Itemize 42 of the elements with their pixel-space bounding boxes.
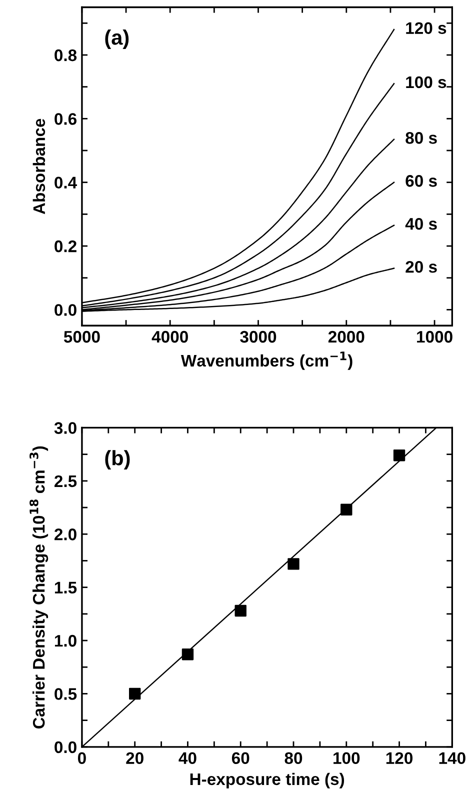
y-tick-label: 0.6 (54, 113, 76, 125)
x-axis-title: H-exposure time (s) (190, 772, 344, 788)
x-tick-label: 40 (178, 752, 196, 764)
y-tick-label: 0.8 (54, 49, 77, 62)
point (128, 688, 141, 700)
x-tick-label: 20 (126, 752, 144, 764)
y-axis-title: Absorbance (32, 118, 46, 214)
y-tick-label: 0.5 (54, 688, 77, 700)
y-axis-title: Carrier Density Change (10$^{18}$ cm$^{−3}$) (30, 446, 48, 728)
point (234, 604, 246, 617)
y-tick-label: 0.4 (54, 176, 78, 189)
x-tick-label: 2000 (328, 330, 364, 343)
x-tick-label: 140 (439, 752, 466, 764)
x-tick-label: 1000 (417, 330, 452, 343)
x-tick-label: 100 (334, 752, 360, 764)
point (393, 450, 406, 462)
x-tick-label: 4000 (152, 330, 188, 343)
y-tick-label: 2.0 (54, 528, 76, 540)
x-tick-label: 5000 (64, 330, 100, 343)
annotation: (a) (105, 30, 129, 49)
x-tick-label: 3000 (240, 330, 276, 343)
legend-label: 40 s (405, 218, 437, 230)
y-tick-label: 0.2 (54, 240, 76, 252)
annotation: (b) (105, 450, 130, 470)
x-tick-label: 120 (386, 752, 412, 764)
series-label: 80 s (406, 132, 437, 144)
legend-label: 60 s (406, 175, 437, 187)
y-tick-label: 1.0 (54, 634, 76, 647)
y-tick-label: 2.5 (54, 475, 77, 488)
legend-label: 20 s (406, 260, 437, 273)
x-tick-label: 80 (284, 752, 302, 764)
legend-label: 120 s (406, 22, 446, 34)
x-axis-title: Wavenumbers (cm$^{−1}$) (180, 352, 352, 370)
x-tick-label: 60 (232, 752, 250, 764)
x-tick-label: 0 (78, 752, 86, 764)
legend-label: 100 s (406, 76, 446, 88)
point (340, 504, 352, 516)
y-tick-label: 1.5 (54, 582, 77, 594)
y-tick-label: 3.0 (54, 422, 76, 434)
point (182, 648, 194, 660)
y-tick-label: 0.0 (54, 741, 76, 754)
point (288, 558, 300, 570)
